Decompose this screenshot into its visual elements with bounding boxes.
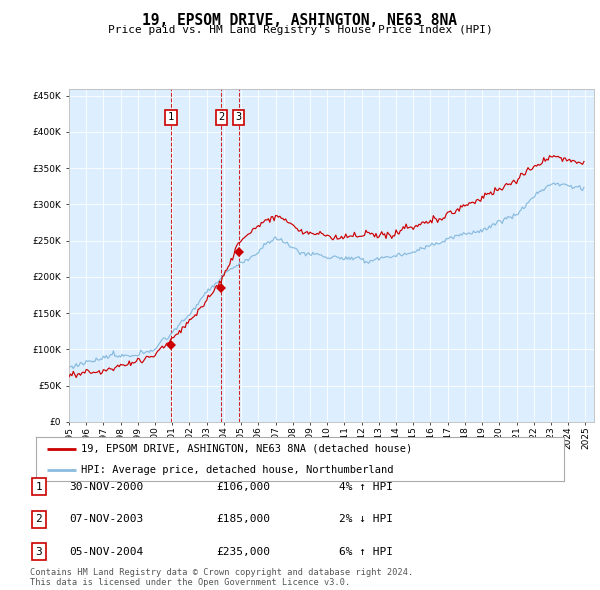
- Text: 2% ↓ HPI: 2% ↓ HPI: [339, 514, 393, 524]
- Text: Price paid vs. HM Land Registry's House Price Index (HPI): Price paid vs. HM Land Registry's House …: [107, 25, 493, 35]
- Text: 2: 2: [218, 113, 224, 123]
- Text: Contains HM Land Registry data © Crown copyright and database right 2024.
This d: Contains HM Land Registry data © Crown c…: [30, 568, 413, 587]
- Text: 05-NOV-2004: 05-NOV-2004: [69, 547, 143, 556]
- Text: 3: 3: [35, 547, 43, 556]
- Text: 4% ↑ HPI: 4% ↑ HPI: [339, 482, 393, 491]
- Text: 3: 3: [235, 113, 242, 123]
- Text: 30-NOV-2000: 30-NOV-2000: [69, 482, 143, 491]
- Text: 07-NOV-2003: 07-NOV-2003: [69, 514, 143, 524]
- Text: 1: 1: [35, 482, 43, 491]
- Text: £106,000: £106,000: [216, 482, 270, 491]
- Text: 6% ↑ HPI: 6% ↑ HPI: [339, 547, 393, 556]
- Text: 19, EPSOM DRIVE, ASHINGTON, NE63 8NA (detached house): 19, EPSOM DRIVE, ASHINGTON, NE63 8NA (de…: [81, 444, 412, 454]
- Text: 2: 2: [35, 514, 43, 524]
- Text: £185,000: £185,000: [216, 514, 270, 524]
- Text: 19, EPSOM DRIVE, ASHINGTON, NE63 8NA: 19, EPSOM DRIVE, ASHINGTON, NE63 8NA: [143, 13, 458, 28]
- Text: HPI: Average price, detached house, Northumberland: HPI: Average price, detached house, Nort…: [81, 465, 394, 475]
- Text: 1: 1: [168, 113, 174, 123]
- Text: £235,000: £235,000: [216, 547, 270, 556]
